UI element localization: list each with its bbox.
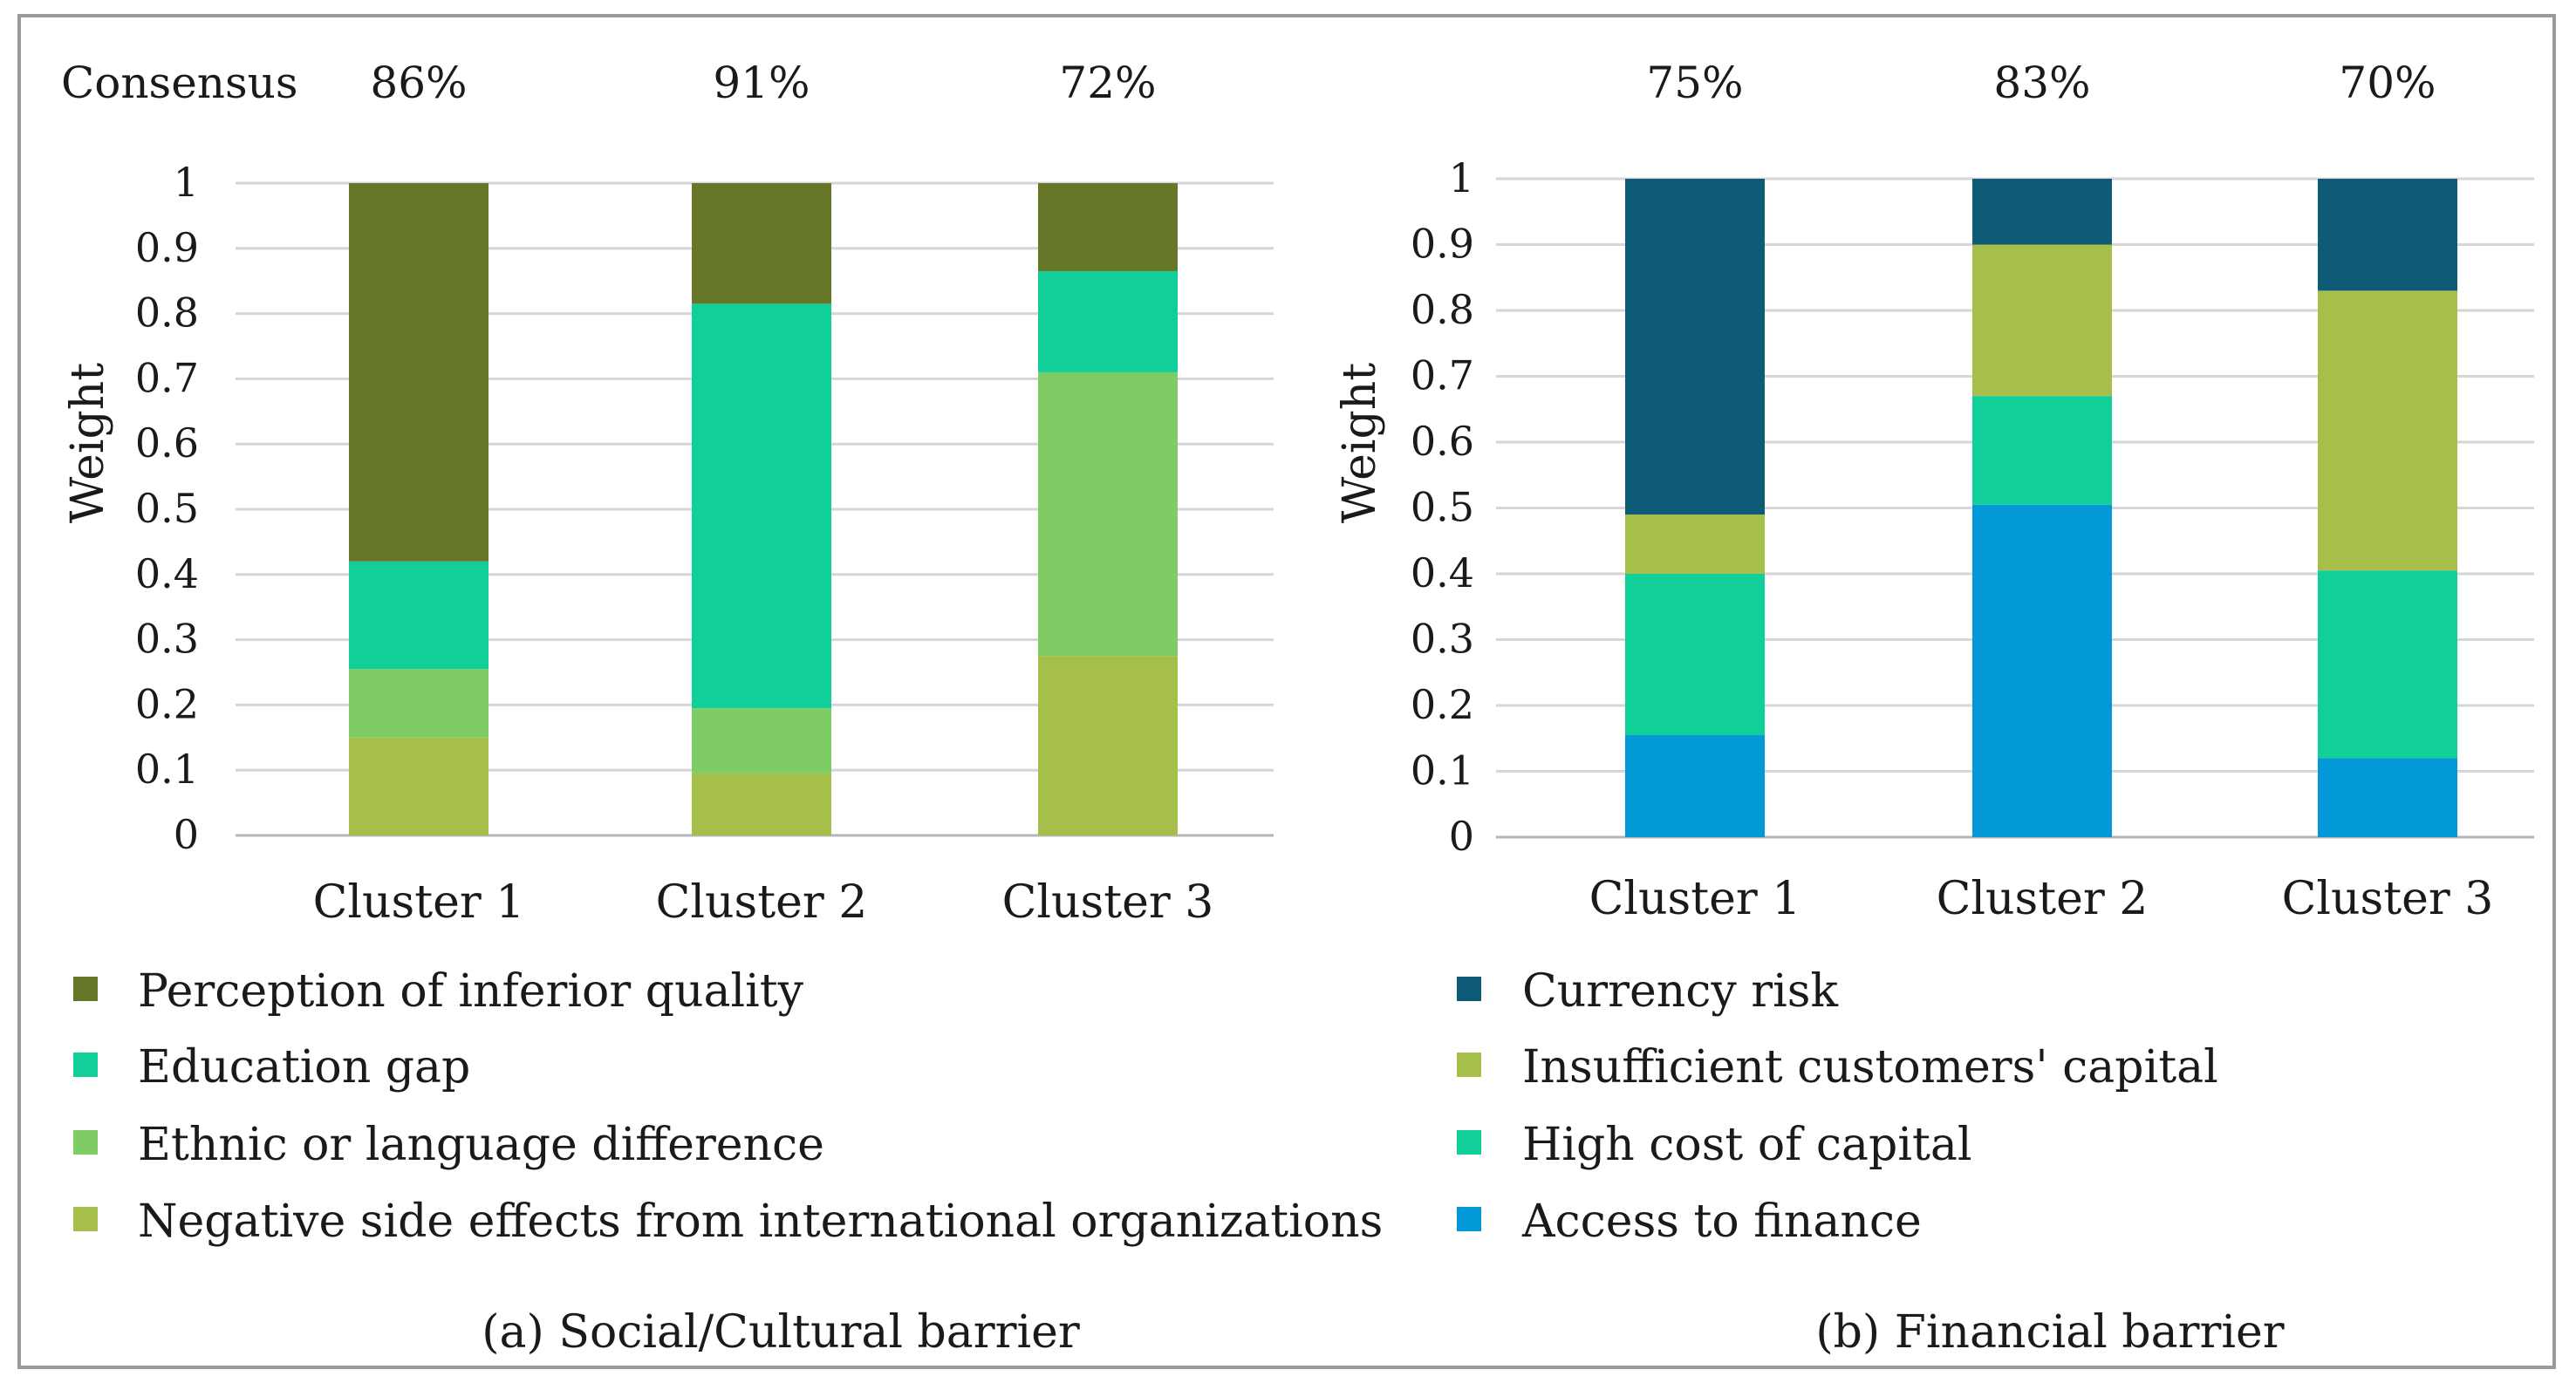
legend-swatch bbox=[73, 1130, 98, 1155]
bar-segment bbox=[349, 669, 489, 738]
consensus-value: 75% bbox=[1646, 58, 1743, 108]
legend: Perception of inferior quality Education … bbox=[73, 965, 1383, 1248]
x-tick-label: Cluster 2 bbox=[1937, 873, 2149, 925]
legend-swatch bbox=[73, 977, 98, 1001]
y-tick-label: 0.2 bbox=[135, 680, 199, 727]
bar-segment bbox=[1625, 514, 1765, 574]
bars bbox=[349, 183, 1178, 835]
y-tick-labels: 0 0.1 0.2 0.3 0.4 0.5 0.6 0.7 0.8 0.9 1 bbox=[135, 159, 199, 858]
bars bbox=[1625, 179, 2457, 837]
y-tick-label: 0.3 bbox=[135, 616, 199, 663]
y-tick-label: 0.4 bbox=[1411, 549, 1474, 596]
panel-financial: Weight 0 0.1 0.2 0.3 0.4 0.5 0.6 0.7 0.8 0.9 1 Clu… bbox=[1334, 58, 2534, 1359]
consensus-value: 70% bbox=[2339, 58, 2436, 108]
bar-segment bbox=[1038, 270, 1178, 372]
bar-segment bbox=[692, 303, 831, 709]
bar-segment bbox=[2318, 570, 2457, 759]
legend: Currency risk Insufficient customers' cap… bbox=[1457, 965, 2218, 1248]
legend-swatch bbox=[73, 1053, 98, 1077]
consensus-values: 75% 83% 70% bbox=[1646, 58, 2436, 108]
y-axis-label: Weight bbox=[1334, 363, 1386, 523]
y-tick-label: 0.8 bbox=[1411, 286, 1474, 333]
bar-segment bbox=[1038, 371, 1178, 657]
y-tick-label: 0 bbox=[174, 811, 199, 858]
y-axis-label: Weight bbox=[62, 363, 114, 523]
bar-segment bbox=[1972, 179, 2112, 245]
bar-segment bbox=[349, 561, 489, 670]
consensus-values: 86% 91% 72% bbox=[370, 58, 1156, 108]
consensus-value: 91% bbox=[713, 58, 810, 108]
legend-swatch bbox=[1457, 1130, 1481, 1155]
legend-label: Negative side effects from international… bbox=[138, 1196, 1383, 1248]
y-tick-label: 0.7 bbox=[135, 354, 199, 401]
legend-swatch bbox=[1457, 1053, 1481, 1077]
bar-segment bbox=[1625, 734, 1765, 837]
y-tick-label: 1 bbox=[1449, 154, 1474, 201]
y-tick-labels: 0 0.1 0.2 0.3 0.4 0.5 0.6 0.7 0.8 0.9 1 bbox=[1411, 154, 1474, 860]
legend-swatch bbox=[73, 1207, 98, 1231]
bar-segment bbox=[349, 183, 489, 562]
legend-label: Insufficient customers' capital bbox=[1522, 1041, 2218, 1094]
legend-swatch bbox=[1457, 1207, 1481, 1231]
legend-label: High cost of capital bbox=[1522, 1119, 1971, 1171]
panel-title: (b) Financial barrier bbox=[1815, 1306, 2284, 1359]
y-tick-label: 0.6 bbox=[1411, 418, 1474, 465]
y-tick-label: 0.8 bbox=[135, 290, 199, 337]
y-tick-label: 0.7 bbox=[1411, 352, 1474, 399]
panel-social-cultural: Consensus Weight 00.10.20.30.40.50.60.70… bbox=[61, 58, 1383, 1359]
bar-segment bbox=[1972, 396, 2112, 505]
bar-segment bbox=[2318, 179, 2457, 291]
legend-label: Education gap bbox=[138, 1041, 470, 1094]
legend-label: Perception of inferior quality bbox=[138, 965, 804, 1018]
y-tick-label: 0.1 bbox=[135, 746, 199, 793]
bar-segment bbox=[2318, 758, 2457, 837]
bar-segment bbox=[1625, 574, 1765, 735]
bar-segment bbox=[1038, 183, 1178, 271]
x-tick-label: Cluster 1 bbox=[313, 876, 525, 929]
x-tick-labels: Cluster 1 Cluster 2 Cluster 3 bbox=[1589, 873, 2494, 925]
x-tick-label: Cluster 1 bbox=[1589, 873, 1801, 925]
bar-segment bbox=[692, 708, 831, 773]
consensus-label: Consensus bbox=[61, 58, 298, 108]
y-tick-label: 0.5 bbox=[135, 485, 199, 532]
bar-segment bbox=[1625, 179, 1765, 515]
y-tick-label: 0 bbox=[1449, 813, 1474, 860]
y-tick-label: 0.5 bbox=[1411, 484, 1474, 531]
bar-segment bbox=[692, 183, 831, 304]
y-tick-label: 0.9 bbox=[1411, 221, 1474, 268]
y-tick-label: 0.6 bbox=[135, 419, 199, 467]
panel-title: (a) Social/Cultural barrier bbox=[482, 1306, 1080, 1359]
legend-swatch bbox=[1457, 977, 1481, 1001]
bar-segment bbox=[1972, 504, 2112, 837]
y-tick-label: 0.3 bbox=[1411, 616, 1474, 663]
bar-segment bbox=[1972, 244, 2112, 397]
x-tick-label: Cluster 3 bbox=[1002, 876, 1214, 929]
consensus-value: 83% bbox=[1993, 58, 2090, 108]
legend-label: Currency risk bbox=[1522, 965, 1838, 1018]
y-tick-label: 0.1 bbox=[1411, 747, 1474, 794]
y-tick-label: 1 bbox=[174, 159, 199, 206]
bar-segment bbox=[1038, 656, 1178, 835]
bar-segment bbox=[2318, 290, 2457, 571]
legend-label: Access to finance bbox=[1521, 1196, 1922, 1248]
consensus-value: 86% bbox=[370, 58, 467, 108]
y-tick-label: 0.9 bbox=[135, 224, 199, 271]
bar-segment bbox=[692, 773, 831, 835]
bar-segment bbox=[349, 737, 489, 835]
x-tick-label: Cluster 3 bbox=[2282, 873, 2494, 925]
x-tick-label: Cluster 2 bbox=[656, 876, 868, 929]
consensus-value: 72% bbox=[1059, 58, 1156, 108]
y-tick-label: 0.4 bbox=[135, 550, 199, 597]
y-tick-label: 0.2 bbox=[1411, 681, 1474, 728]
x-tick-labels: Cluster 1 Cluster 2 Cluster 3 bbox=[313, 876, 1214, 929]
legend-label: Ethnic or language difference bbox=[138, 1119, 824, 1171]
